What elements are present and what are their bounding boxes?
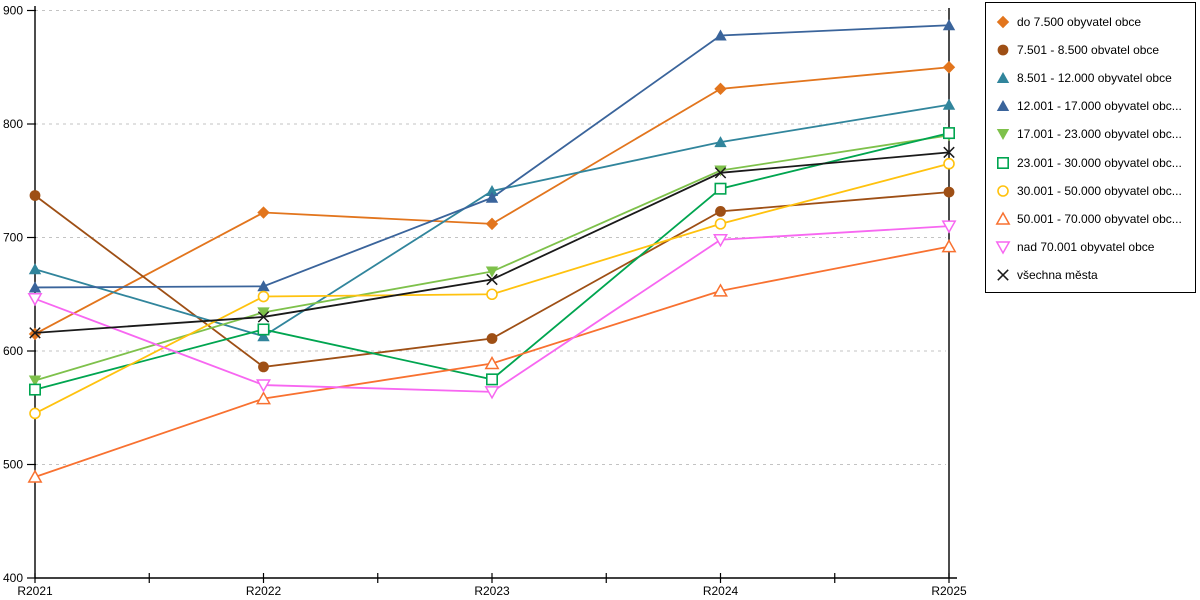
legend-item-label: 12.001 - 17.000 obyvatel obc... <box>1017 99 1182 114</box>
legend-item-label: 30.001 - 50.000 obyvatel obc... <box>1017 183 1182 198</box>
series-9 <box>29 146 955 339</box>
legend-item-label: 8.501 - 12.000 obyvatel obce <box>1017 71 1172 86</box>
y-gridlines <box>35 10 946 465</box>
legend-item-label: 50.001 - 70.000 obyvatel obc... <box>1017 211 1182 226</box>
legend-item[interactable]: 17.001 - 23.000 obyvatel obc... <box>995 120 1191 148</box>
y-tick-label: 500 <box>3 458 23 472</box>
legend-item[interactable]: všechna města <box>995 261 1191 289</box>
x-tick-label: R2023 <box>474 584 510 598</box>
legend-triangle-down-icon <box>996 129 1010 141</box>
y-tick-label: 400 <box>3 571 23 585</box>
legend-x-mark-icon <box>997 269 1009 281</box>
legend-circle-icon <box>997 44 1009 56</box>
legend-triangle-up-open-icon <box>995 211 1011 225</box>
y-tick-label: 800 <box>3 117 23 131</box>
series-1 <box>29 186 955 373</box>
series-8 <box>27 220 957 400</box>
legend-item-label: všechna města <box>1017 267 1098 282</box>
legend: do 7.500 obyvatel obce 7.501 - 8.500 obva… <box>985 2 1196 293</box>
legend-square-open-icon <box>996 156 1009 169</box>
series-3 <box>28 19 956 293</box>
legend-item[interactable]: 23.001 - 30.000 obyvatel obc... <box>995 148 1191 176</box>
x-axis: R2021 R2022 R2023 R2024 R2025 <box>17 8 967 598</box>
series-5 <box>28 127 955 396</box>
legend-item-label: 17.001 - 23.000 obyvatel obc... <box>1017 127 1182 142</box>
legend-triangle-down-open-icon <box>995 241 1011 255</box>
legend-item-label: do 7.500 obyvatel obce <box>1017 15 1142 30</box>
x-tick-label: R2022 <box>246 584 282 598</box>
x-tick-label: R2025 <box>931 584 967 598</box>
legend-triangle-up-icon <box>996 100 1010 112</box>
legend-item[interactable]: 50.001 - 70.000 obyvatel obc... <box>995 205 1191 233</box>
x-tick-label: R2024 <box>703 584 739 598</box>
legend-circle-open-icon <box>997 184 1009 197</box>
y-tick-label: 900 <box>3 4 23 18</box>
legend-item[interactable]: 7.501 - 8.500 obvatel obce <box>995 36 1191 64</box>
legend-diamond-icon <box>996 15 1010 29</box>
legend-item[interactable]: do 7.500 obyvatel obce <box>995 8 1191 36</box>
legend-item[interactable]: nad 70.001 obyvatel obce <box>995 233 1191 261</box>
legend-item-label: 23.001 - 30.000 obyvatel obc... <box>1017 155 1182 170</box>
series-2 <box>28 98 956 342</box>
legend-item[interactable]: 12.001 - 17.000 obyvatel obc... <box>995 92 1191 120</box>
series-7 <box>27 239 957 483</box>
legend-triangle-up-icon <box>996 72 1010 84</box>
y-tick-label: 700 <box>3 231 23 245</box>
legend-item[interactable]: 30.001 - 50.000 obyvatel obc... <box>995 177 1191 205</box>
series-0 <box>28 61 956 341</box>
y-tick-label: 600 <box>3 344 23 358</box>
legend-item[interactable]: 8.501 - 12.000 obyvatel obce <box>995 64 1191 92</box>
series-6 <box>29 157 955 420</box>
legend-item-label: nad 70.001 obyvatel obce <box>1017 239 1155 254</box>
legend-item-label: 7.501 - 8.500 obvatel obce <box>1017 43 1160 58</box>
x-tick-label: R2021 <box>17 584 53 598</box>
